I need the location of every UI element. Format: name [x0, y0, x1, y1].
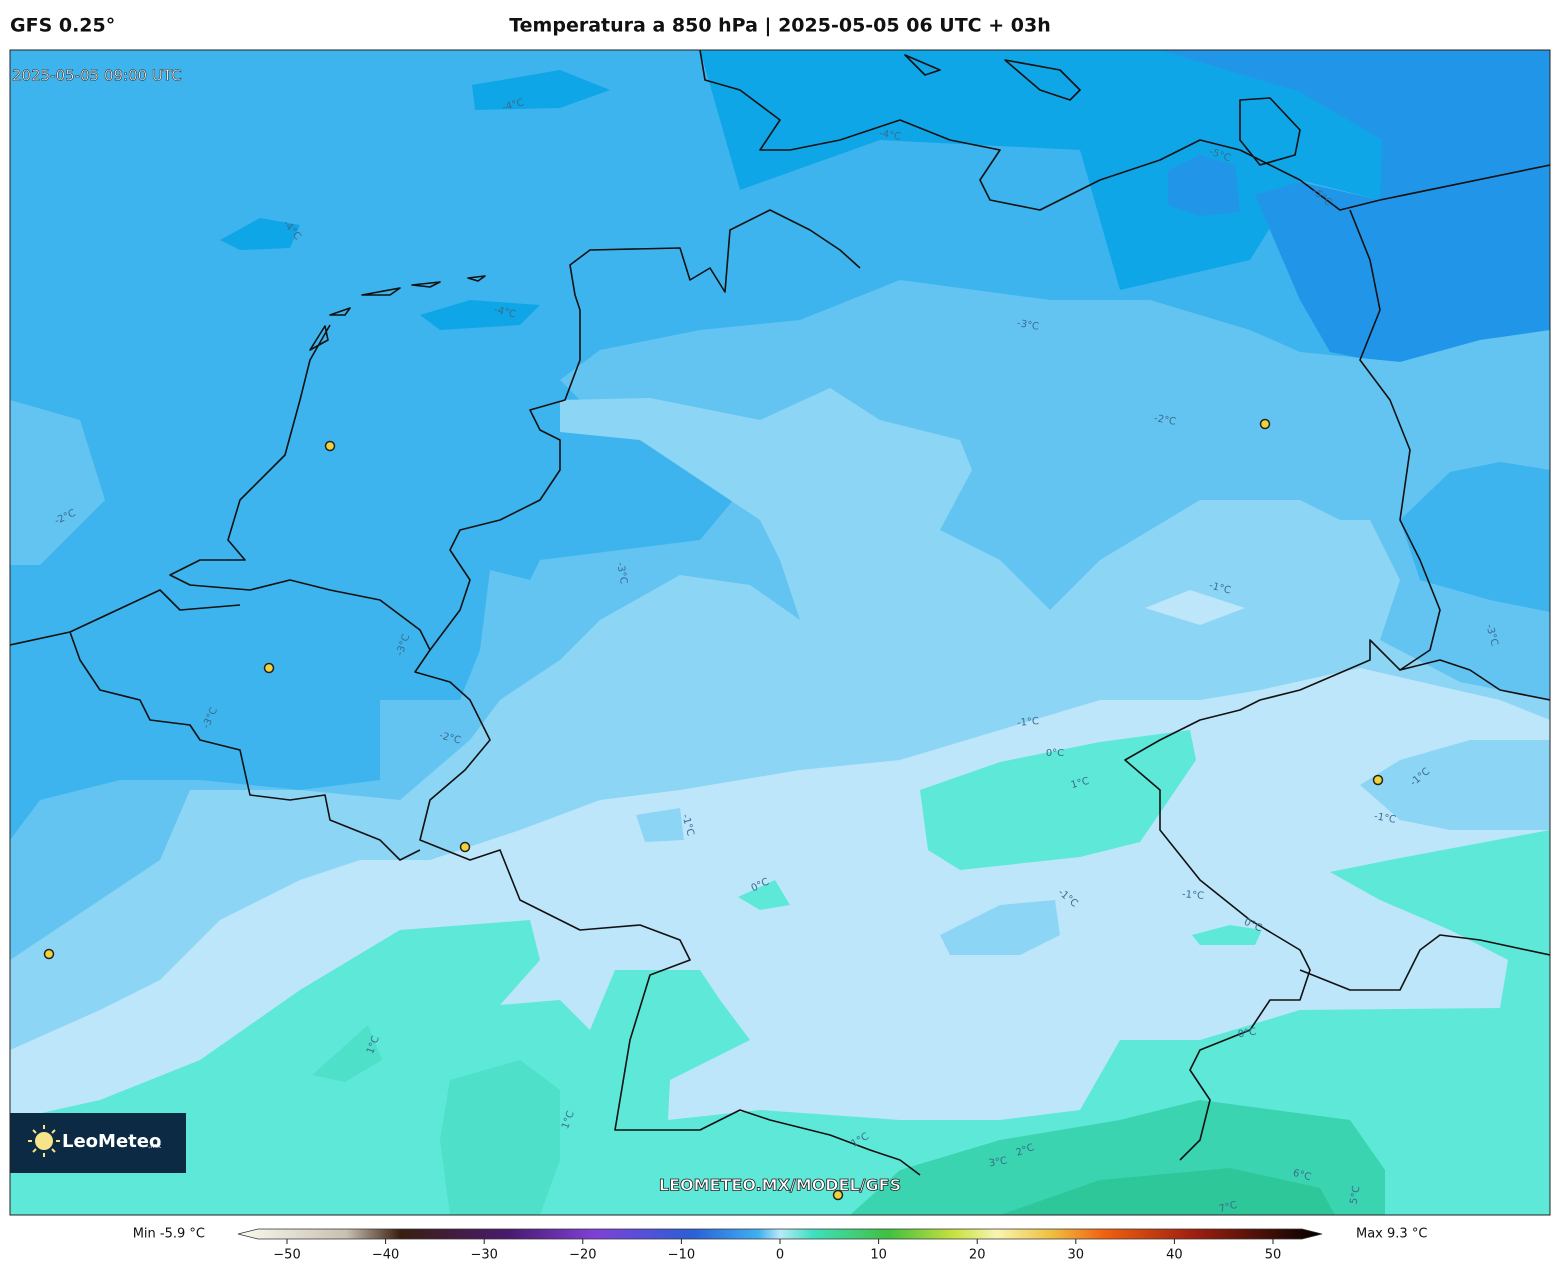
logo-rays [28, 1125, 60, 1157]
colorbar: Min -5.9 °C Max 9.3 °C −50 −40 −30 −20 −10 0 1… [133, 1227, 1428, 1263]
model-label: GFS 0.25° [10, 15, 115, 37]
contour-label: -3°C [1483, 623, 1499, 647]
valid-time: 2025-05-05 09:00 UTC [12, 67, 182, 85]
contour-label: 5°C [1348, 1185, 1362, 1205]
field-plus [10, 730, 1550, 1215]
border-line [10, 589, 421, 861]
colorbar-bar [237, 1228, 1323, 1240]
max-label: Max 9.3 °C [1356, 1227, 1427, 1242]
contour-label: -4°C [501, 97, 525, 113]
border-line [429, 209, 861, 651]
colorbar-tick-label: −50 [273, 1248, 300, 1263]
colorbar-tick-label: −30 [470, 1248, 497, 1263]
contour-label: 0°C [1046, 748, 1064, 759]
coastline [169, 324, 921, 1176]
island [309, 54, 1301, 351]
map-title: Temperatura a 850 hPa | 2025-05-05 06 UT… [509, 15, 1051, 37]
contour-label: -2°C [438, 730, 462, 746]
border-line [1299, 659, 1550, 991]
logo-suffix: .mx [148, 1142, 161, 1150]
logo-brand: LeoMeteo [62, 1131, 161, 1152]
field-plus1 [312, 1025, 560, 1215]
logo: LeoMeteo .mx [10, 1113, 186, 1173]
borders [10, 50, 1550, 1176]
field-plus5 [1000, 1168, 1335, 1215]
city-marker [1372, 774, 1384, 786]
contour-label: -1°C [679, 813, 695, 837]
contour-label: -3°C [614, 561, 629, 585]
contour-label: 7°C [1218, 1200, 1239, 1215]
contour-label: 1°C [1070, 776, 1091, 791]
min-label: Min -5.9 °C [133, 1227, 205, 1242]
colorbar-tick-label: 0 [776, 1248, 784, 1263]
colorbar-tick-label: −20 [569, 1248, 596, 1263]
city-marker [459, 841, 471, 853]
contour-label: -1°C [1373, 811, 1397, 826]
contour-label: -2°C [1153, 413, 1177, 428]
contour-label: -1°C [1208, 580, 1232, 596]
city-marker [1259, 418, 1271, 430]
city-markers [43, 418, 1384, 1201]
map-frame [9, 49, 1551, 1216]
logo-sun [35, 1132, 53, 1150]
colorbar-tick-label: −40 [372, 1248, 399, 1263]
contour-label: 6°C [1292, 1168, 1313, 1183]
colorbar-tick-label: −10 [668, 1248, 695, 1263]
map-area: -4°C-4°C-4°C-4°C-5°C-5°C-3°C-2°C-2°C-3°C… [10, 50, 1550, 1215]
watermark: LEOMETEO.MX/MODEL/GFS [659, 1176, 901, 1195]
contour-label: -1°C [1017, 716, 1040, 729]
colorbar-tick-label: 40 [1166, 1248, 1183, 1263]
contour-label: -3°C [1016, 318, 1040, 333]
contour-label: -4°C [878, 128, 902, 143]
field-minus1-patch [636, 740, 1550, 955]
field-minus4 [220, 50, 1550, 330]
contour-label: -4°C [493, 304, 517, 320]
city-marker [263, 662, 275, 674]
colorbar-tick-label: 30 [1068, 1248, 1085, 1263]
city-marker [43, 948, 55, 960]
colorbar-tick-label: 10 [870, 1248, 887, 1263]
contour-label: 3°C [988, 1155, 1008, 1169]
city-marker [324, 440, 336, 452]
colorbar-tick-label: 20 [969, 1248, 986, 1263]
colorbar-tick-label: 50 [1265, 1248, 1282, 1263]
border-line [699, 50, 1550, 1161]
contour-label: -1°C [1182, 889, 1205, 902]
city-marker [832, 1189, 844, 1201]
contour-label: 0°C [1237, 1026, 1257, 1040]
